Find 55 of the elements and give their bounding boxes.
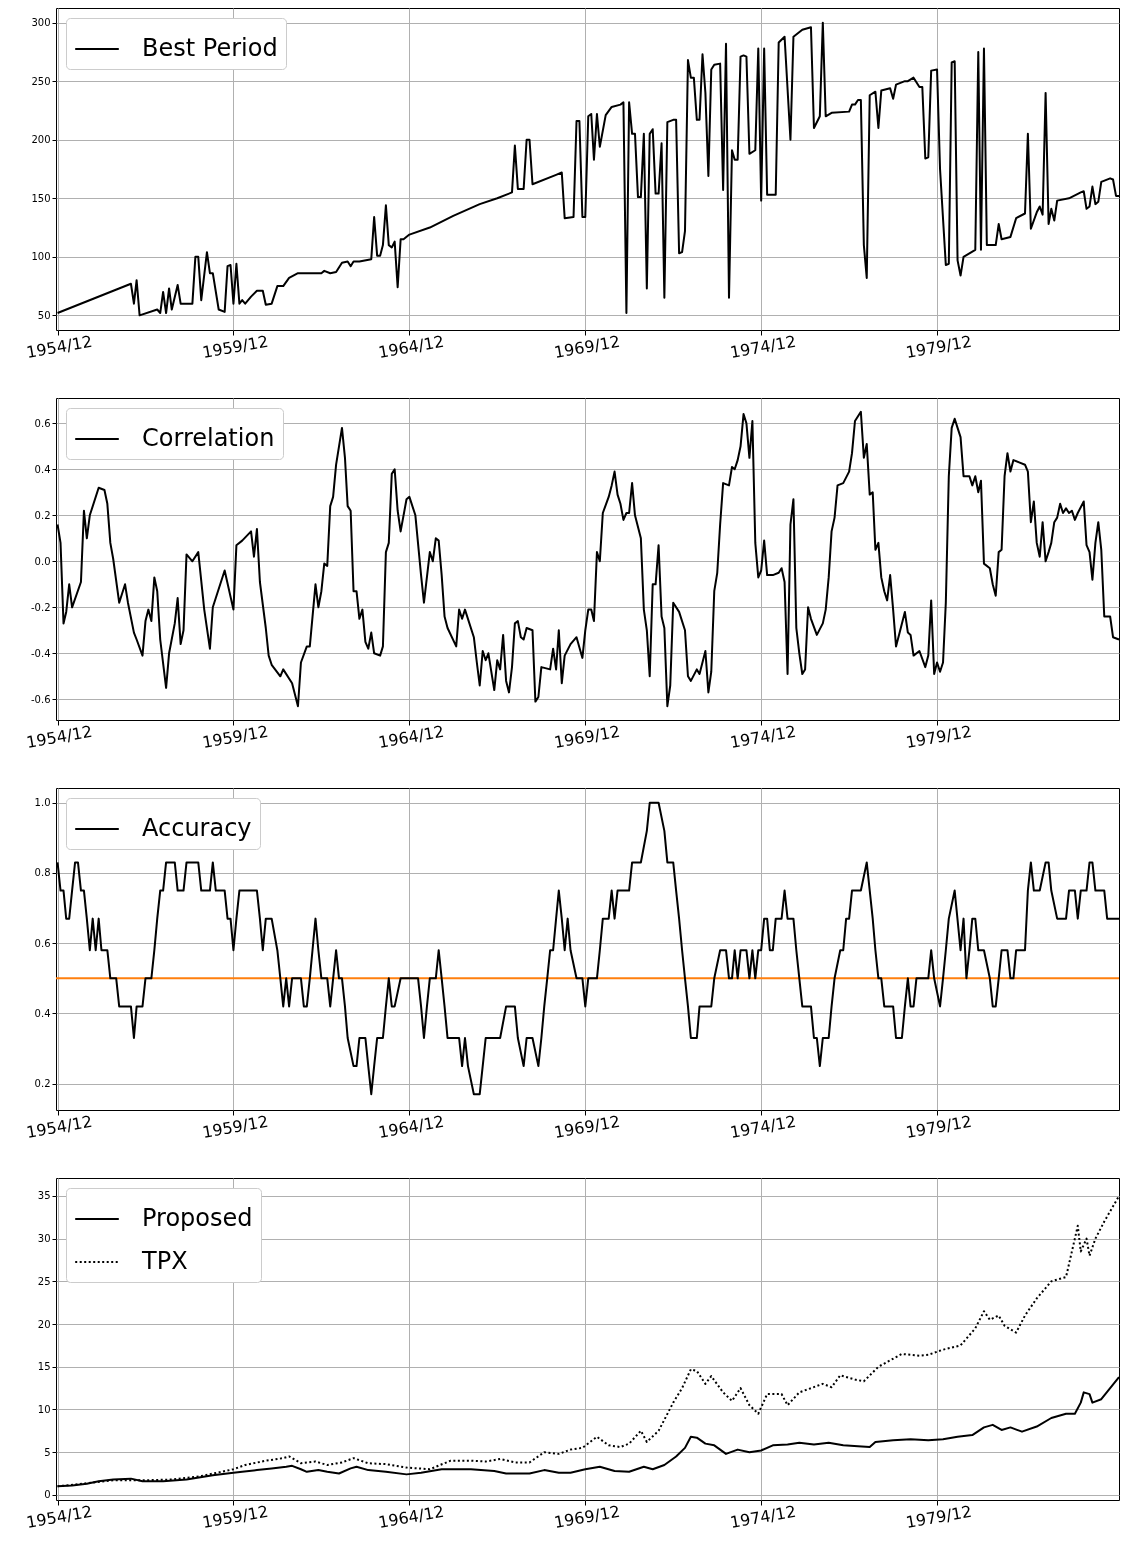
- y-tick-label: -0.2: [30, 601, 51, 613]
- y-tick-label: 5: [44, 1446, 51, 1458]
- y-tick-label: 0.6: [34, 937, 51, 949]
- x-tick-label: 1954/12: [24, 331, 94, 363]
- y-tick-label: -0.6: [30, 693, 51, 705]
- x-tick-label: 1969/12: [552, 1111, 622, 1143]
- x-tick-label: 1954/12: [24, 1501, 94, 1533]
- y-tick-label: 200: [31, 134, 51, 146]
- y-tick-label: 0.2: [34, 1078, 51, 1090]
- legend-label: TPX: [141, 1247, 188, 1275]
- x-tick-label: 1959/12: [200, 331, 270, 363]
- y-tick-label: 150: [31, 192, 51, 204]
- x-tick-label: 1954/12: [24, 721, 94, 753]
- y-tick-label: 0.2: [34, 509, 51, 521]
- x-tick-label: 1969/12: [552, 1501, 622, 1533]
- y-tick-label: 300: [31, 17, 51, 29]
- x-tick-label: 1974/12: [728, 721, 798, 753]
- x-tick-label: 1974/12: [728, 1501, 798, 1533]
- x-tick-label: 1979/12: [904, 331, 974, 363]
- y-tick-label: 25: [37, 1275, 51, 1287]
- y-tick-label: 0: [44, 1489, 51, 1501]
- legend-label: Accuracy: [142, 814, 252, 842]
- y-tick-label: 10: [37, 1403, 51, 1415]
- legend-label: Correlation: [142, 424, 275, 452]
- legend-label: Best Period: [142, 34, 278, 62]
- y-tick-label: 0.8: [34, 867, 51, 879]
- x-tick-label: 1964/12: [376, 1501, 446, 1533]
- x-tick-label: 1954/12: [24, 1111, 94, 1143]
- y-tick-label: 0.6: [34, 417, 51, 429]
- y-tick-label: 15: [37, 1361, 51, 1373]
- x-tick-label: 1979/12: [904, 721, 974, 753]
- y-tick-label: 1.0: [34, 797, 51, 809]
- x-tick-label: 1959/12: [200, 721, 270, 753]
- y-tick-label: -0.4: [30, 647, 51, 659]
- y-tick-label: 0.4: [34, 463, 51, 475]
- x-tick-label: 1979/12: [904, 1501, 974, 1533]
- x-tick-label: 1979/12: [904, 1111, 974, 1143]
- y-tick-label: 0.0: [34, 555, 51, 567]
- y-tick-label: 50: [37, 309, 51, 321]
- legend-label: Proposed: [142, 1204, 253, 1232]
- x-tick-label: 1969/12: [552, 331, 622, 363]
- x-tick-label: 1959/12: [200, 1111, 270, 1143]
- x-tick-label: 1964/12: [376, 721, 446, 753]
- y-tick-label: 0.4: [34, 1007, 51, 1019]
- x-tick-label: 1974/12: [728, 331, 798, 363]
- x-tick-label: 1969/12: [552, 721, 622, 753]
- y-tick-label: 20: [37, 1318, 51, 1330]
- x-tick-label: 1964/12: [376, 331, 446, 363]
- x-tick-label: 1959/12: [200, 1501, 270, 1533]
- x-tick-label: 1974/12: [728, 1111, 798, 1143]
- x-tick-label: 1964/12: [376, 1111, 446, 1143]
- y-tick-label: 35: [37, 1190, 51, 1202]
- y-tick-label: 100: [31, 251, 51, 263]
- y-tick-label: 250: [31, 75, 51, 87]
- y-tick-label: 30: [37, 1233, 51, 1245]
